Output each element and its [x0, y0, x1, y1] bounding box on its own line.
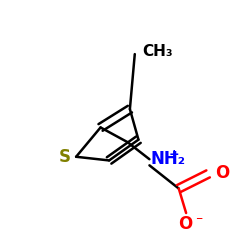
- Text: ⁻: ⁻: [196, 214, 203, 228]
- Text: O: O: [216, 164, 230, 182]
- Text: S: S: [59, 148, 71, 166]
- Text: NH₂: NH₂: [151, 150, 186, 168]
- Text: O: O: [178, 216, 192, 234]
- Text: +: +: [169, 148, 179, 161]
- Text: CH₃: CH₃: [142, 44, 173, 59]
